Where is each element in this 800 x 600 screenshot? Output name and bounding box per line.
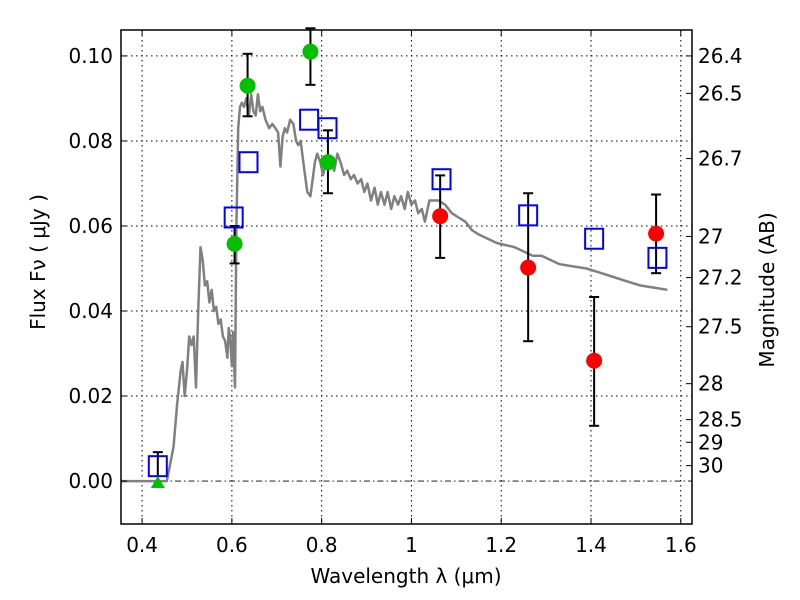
- nir-detection-point: [432, 208, 449, 225]
- x-tick-label: 1.6: [665, 533, 697, 557]
- right-tick-label: 28: [698, 372, 723, 396]
- y-tick-label: 0.06: [68, 214, 113, 238]
- y-tick-label: 0.04: [68, 299, 113, 323]
- x-tick-label: 1.4: [575, 533, 607, 557]
- model-photometry-point: [223, 206, 244, 229]
- y-tick-label: 0.08: [68, 129, 113, 153]
- optical-detection-point: [319, 154, 336, 171]
- right-tick-label: 27.5: [698, 315, 743, 339]
- x-tick-label: 1: [405, 533, 418, 557]
- x-axis-title: Wavelength λ (μm): [310, 564, 501, 588]
- x-tick-label: 0.8: [306, 533, 338, 557]
- y-tick-label: 0.02: [68, 384, 113, 408]
- right-tick-label: 28.5: [698, 408, 743, 432]
- model-photometry-point: [647, 246, 668, 269]
- right-tick-label: 26.7: [698, 147, 743, 171]
- y-tick-label: 0.00: [68, 469, 113, 493]
- model-photometry-point: [317, 117, 338, 140]
- upper-limit-point: [150, 476, 165, 489]
- axis-ticks: 0.4 0.6 0.8 1 1.2 1.4 1.6 0.00 0.02 0.04 0.06 0.08 0…: [68, 30, 743, 557]
- right-axis-title: Magnitude (AB): [755, 212, 779, 367]
- optical-detection-point: [226, 235, 243, 252]
- right-tick-label: 27: [698, 224, 723, 248]
- x-tick-label: 1.2: [485, 533, 517, 557]
- nir-detection-point: [586, 352, 603, 369]
- y-axis-title: Flux Fν ( μJy ): [26, 194, 50, 330]
- nir-detection-point: [648, 225, 665, 242]
- model-photometry-point: [518, 204, 539, 227]
- model-photometry-point: [431, 168, 452, 191]
- data-points-layer: [147, 27, 668, 489]
- right-tick-label: 26.5: [698, 81, 743, 105]
- nir-detection-point: [520, 259, 537, 276]
- model-photometry-point: [238, 151, 259, 174]
- model-curve-layer: [121, 92, 668, 483]
- right-tick-label: 30: [698, 454, 723, 478]
- right-tick-label: 29: [698, 430, 723, 454]
- y-tick-label: 0.10: [68, 44, 113, 68]
- x-tick-label: 0.6: [216, 533, 248, 557]
- model-sed-line: [121, 92, 668, 483]
- x-tick-label: 0.4: [126, 533, 158, 557]
- right-tick-label: 26.4: [698, 44, 743, 68]
- optical-detection-point: [239, 77, 256, 94]
- plot-frame: [120, 29, 693, 525]
- optical-detection-point: [302, 43, 319, 60]
- model-photometry-point: [584, 227, 605, 250]
- right-tick-label: 27.2: [698, 266, 743, 290]
